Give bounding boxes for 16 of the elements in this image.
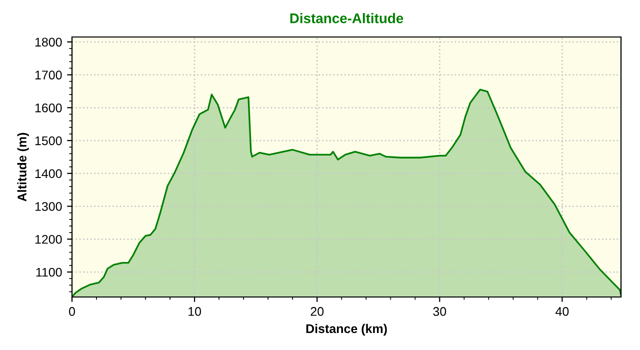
x-tick-label: 10 xyxy=(188,307,202,316)
x-axis-title: Distance (km) xyxy=(306,324,387,336)
y-tick-label: 1200 xyxy=(35,234,62,244)
y-tick-label: 1300 xyxy=(35,202,62,211)
y-tick-label: 1500 xyxy=(35,136,62,146)
x-tick-label: 40 xyxy=(556,307,569,316)
y-tick-label: 1700 xyxy=(35,70,62,80)
chart-title: Distance-Altitude xyxy=(290,13,404,24)
y-tick-label: 1800 xyxy=(35,38,62,47)
x-tick-label: 0 xyxy=(69,307,75,316)
y-tick-label: 1600 xyxy=(35,103,62,112)
x-tick-label: 20 xyxy=(310,307,324,316)
y-tick-label: 1100 xyxy=(36,268,62,277)
x-tick-label: 30 xyxy=(433,307,446,316)
y-axis-title: Altitude (m) xyxy=(17,132,29,202)
y-tick-label: 1400 xyxy=(35,169,62,178)
